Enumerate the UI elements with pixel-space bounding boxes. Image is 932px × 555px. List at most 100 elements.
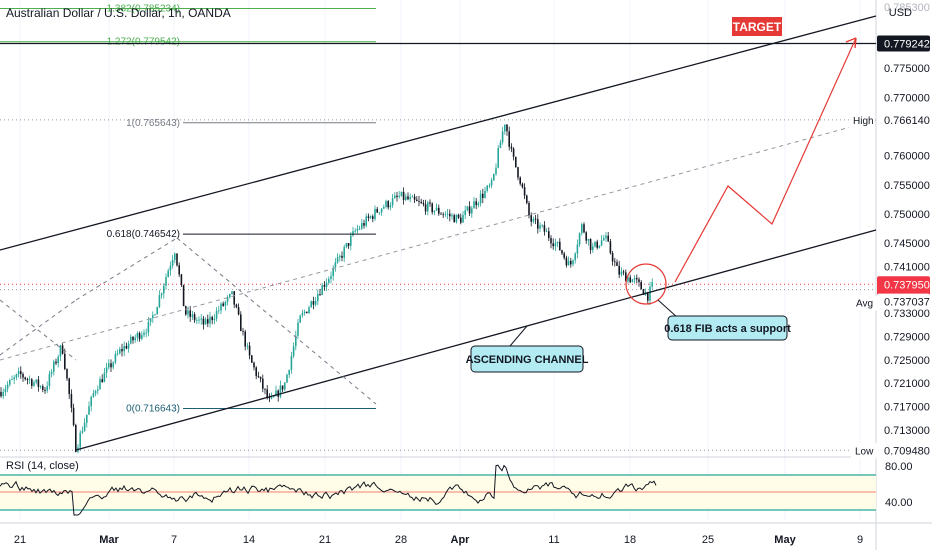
fib-label: 0(0.716643) [126,404,180,415]
candle-body [92,393,95,397]
candle-body [215,310,218,319]
candle-body [319,294,321,295]
candle-body [22,374,24,378]
candle-body [180,274,183,285]
candle-body [253,362,255,368]
candle-body [224,301,227,306]
candle-body [11,379,13,380]
rsi-title: RSI (14, close) [6,460,79,472]
candle-body [231,291,233,295]
candle-body [292,346,295,357]
candle-body [273,396,275,398]
candle-body [598,245,601,248]
candle-body [345,243,348,248]
candle-body [138,333,141,339]
candle-body [64,353,66,370]
target-price-label-bg [877,35,930,52]
candle-body [506,124,508,132]
candle-body [246,345,249,347]
time-tick: Apr [451,534,471,546]
candle-body [169,265,172,271]
candle-body [178,265,180,275]
avg-price-label-bg [877,293,930,310]
candle-body [15,374,18,378]
candle-body [471,208,473,214]
callout-pointer [657,299,679,319]
candle-body [576,244,579,254]
rsi-band [0,475,876,510]
channel-callout: ASCENDING CHANNEL [466,345,589,373]
candle-body [218,310,220,312]
candle-body [211,316,213,321]
low-tag: Low [855,446,874,457]
price-tick: 0.760000 [884,151,930,163]
candle-body [233,291,235,305]
candle-body [141,335,143,339]
candle-body [193,314,196,321]
candle-body [572,260,574,265]
candle-body [55,361,57,364]
candle-body [314,301,317,305]
rsi-tick: 80.00 [885,461,913,473]
candle-body [473,201,475,209]
candle-body [281,385,284,390]
fib-label: 1.272(0.779542) [107,37,180,48]
candle-body [156,307,158,315]
avg-price-label: 0.737037 [884,297,930,309]
candle-body [585,232,587,241]
candle-body [411,196,414,198]
candle-body [638,279,640,283]
candle-body [611,253,614,262]
candle-body [323,285,326,287]
fib-label: 1.382(0.785234) [107,4,180,15]
candle-body [519,177,521,184]
candle-body [649,286,651,301]
candle-body [81,431,84,433]
time-tick: 14 [243,534,255,546]
candle-body [352,231,354,236]
candle-body [550,238,552,244]
pattern-line [0,299,77,361]
candle-body [389,205,392,208]
candle-body [455,214,458,223]
candle-body [103,372,106,383]
candle-body [517,167,519,178]
candle-body [200,318,202,320]
time-tick: May [774,534,796,546]
candle-body [242,331,244,332]
pattern-line [176,237,377,405]
candle-body [508,131,510,147]
candle-body [35,379,37,383]
candle-body [79,432,81,448]
rsi-pane: 80.00 40.00 [0,461,913,516]
candle-body [633,278,636,280]
candles [0,123,653,454]
candle-body [420,201,422,203]
candle-body [149,318,152,322]
candle-body [222,303,224,306]
candle-body [391,198,394,206]
candle-body [328,278,330,283]
high-price-label: 0.766140 [884,115,930,127]
candle-body [325,282,328,287]
candle-body [380,208,383,213]
candle-body [532,218,535,222]
price-tick: 0.725000 [884,355,930,367]
candle-body [4,388,7,393]
candle-body [125,345,128,349]
candle-body [363,223,365,226]
channel-lower-line [75,229,877,451]
candle-body [427,202,429,212]
candle-body [152,315,154,319]
time-tick: 18 [624,534,636,546]
candle-body [578,233,581,245]
avg-tag-bg [852,295,878,311]
candle-body [629,277,631,283]
candle-body [185,306,187,315]
candle-body [407,196,409,200]
price-tick: 0.717000 [884,401,930,413]
candle-body [306,311,308,314]
candle-body [587,238,590,241]
